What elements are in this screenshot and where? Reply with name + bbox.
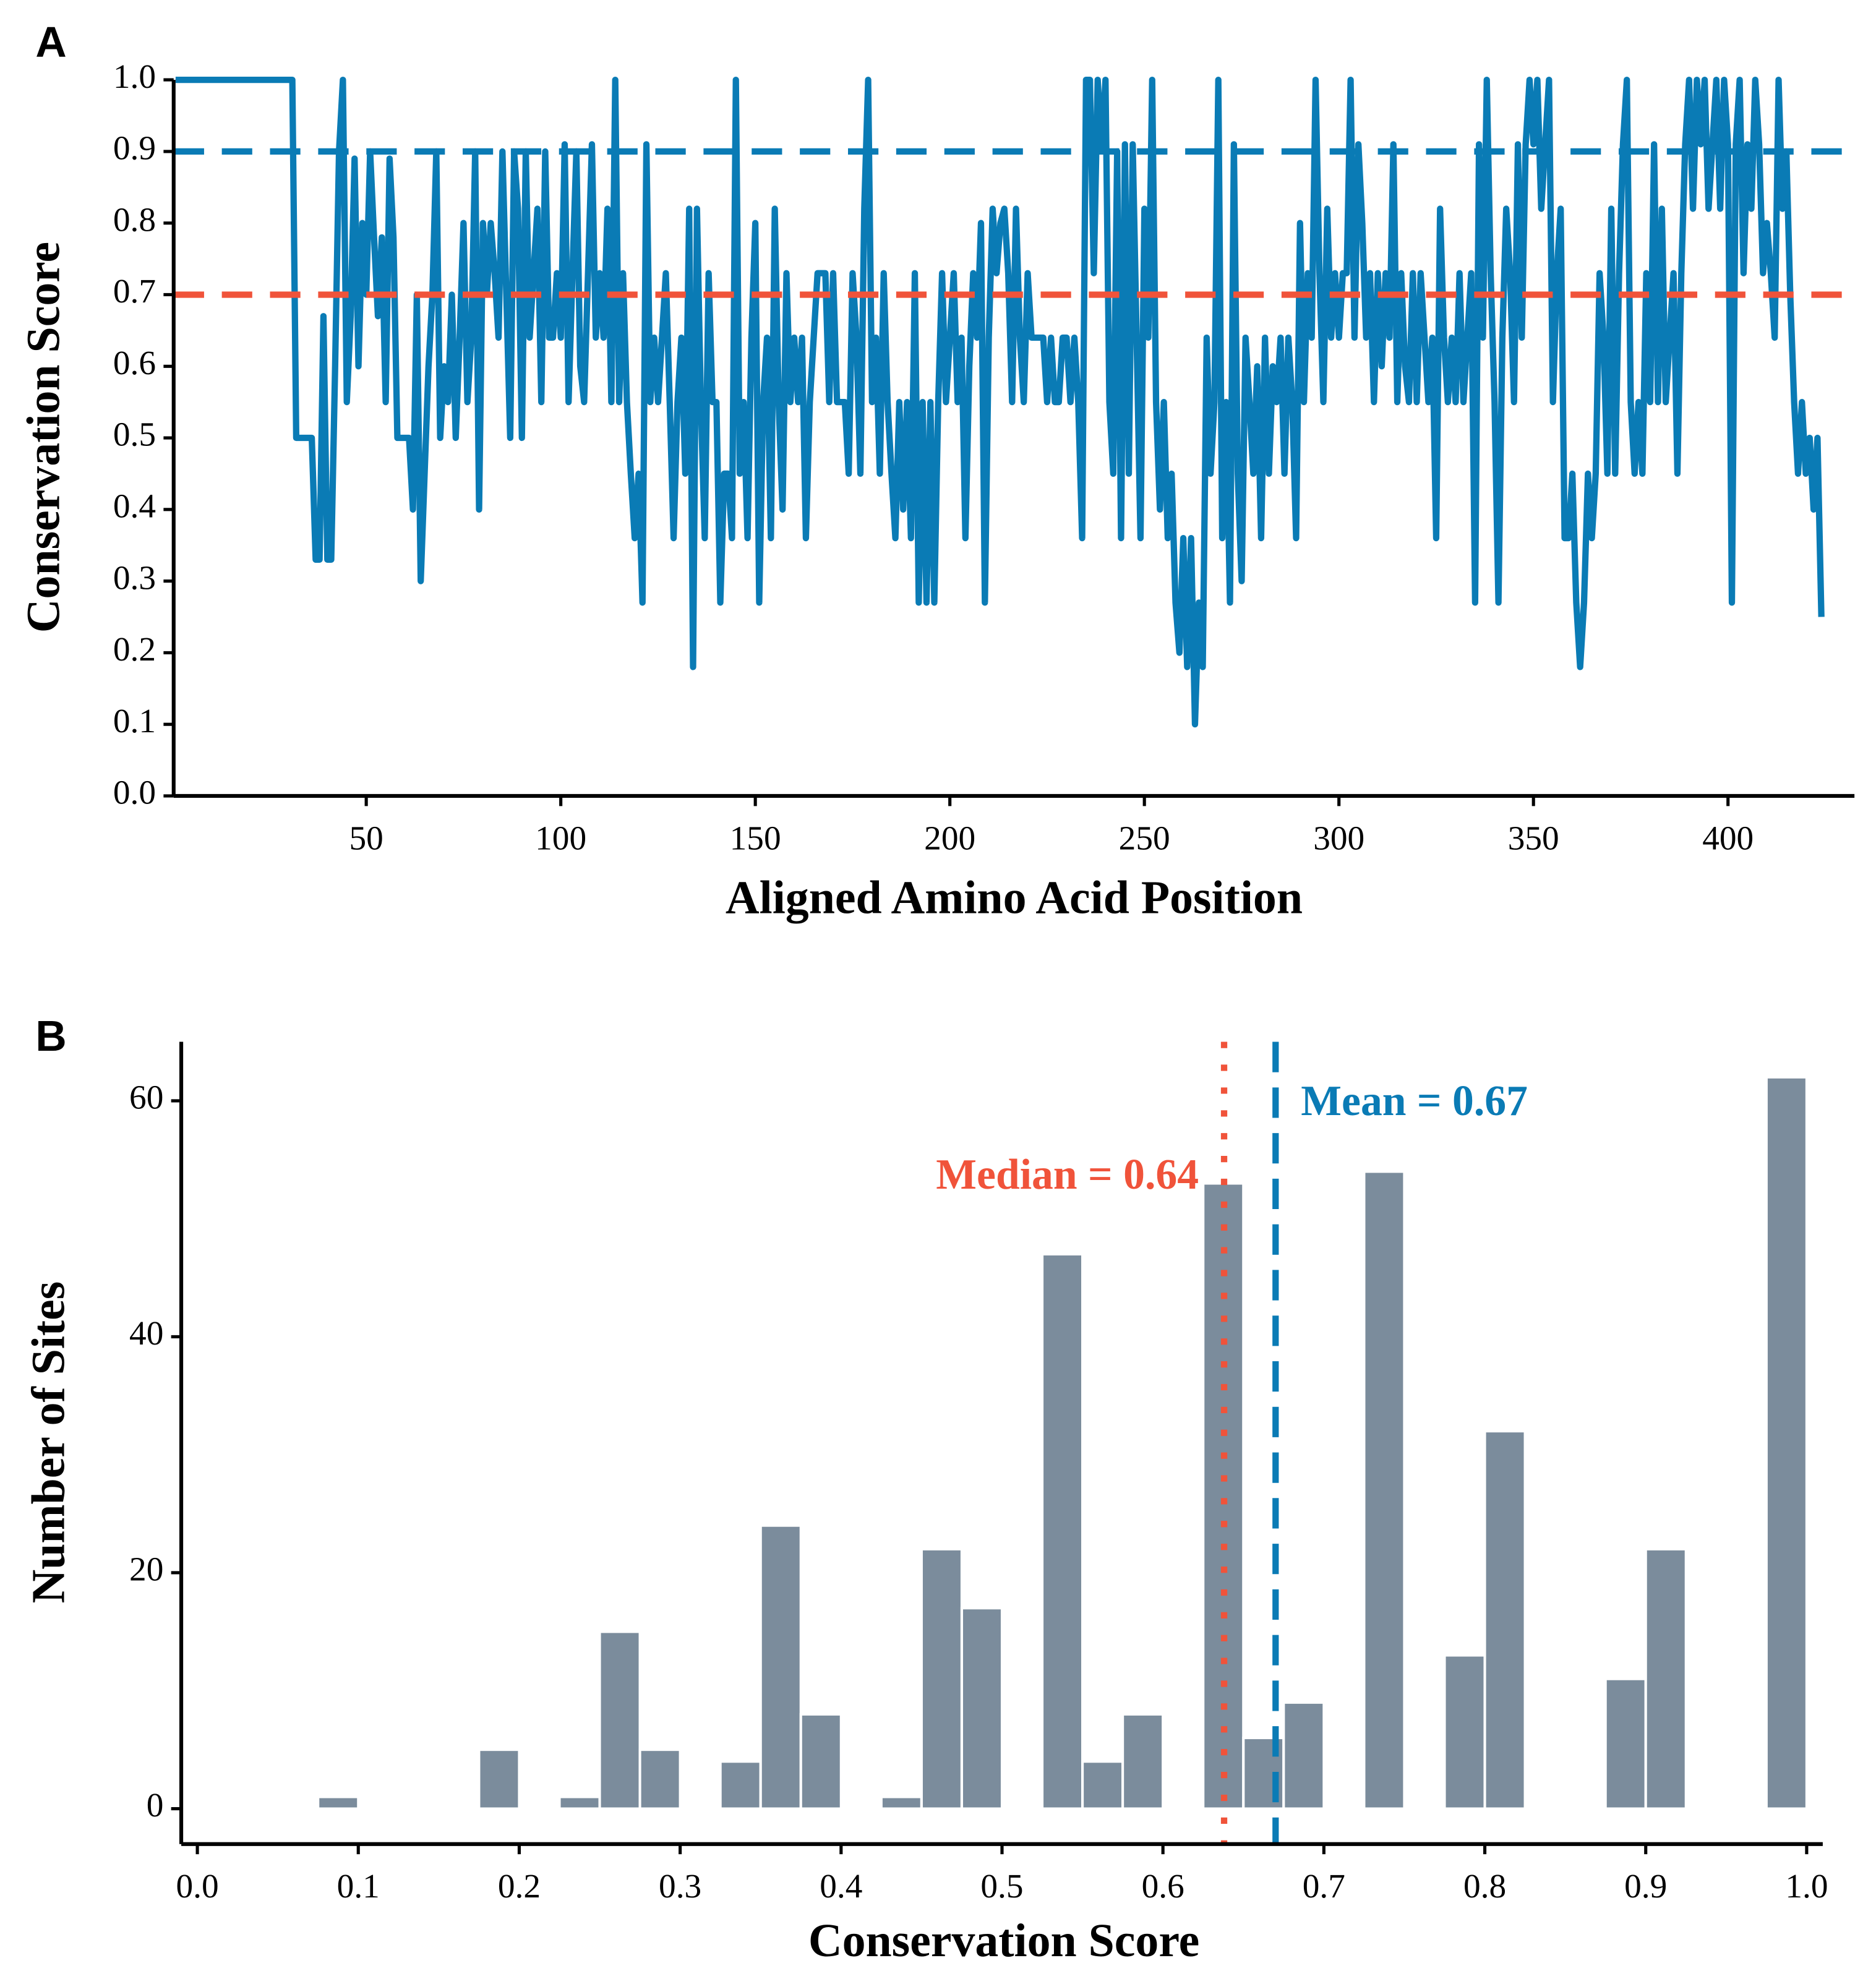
y-tick-label: 0.0 (113, 774, 156, 811)
histogram-bar (478, 1748, 521, 1810)
x-tick-label: 0.2 (498, 1867, 541, 1905)
y-tick-label: 0.5 (113, 416, 156, 453)
histogram-bar (1483, 1430, 1527, 1810)
y-tick-label: 0.9 (113, 129, 156, 167)
histogram-bar (960, 1607, 1004, 1810)
x-tick-label: 250 (1119, 819, 1170, 857)
panel-label: B (35, 1012, 66, 1060)
y-tick-label: 60 (129, 1079, 163, 1116)
histogram-bar (920, 1547, 963, 1810)
x-tick-label: 150 (730, 819, 781, 857)
histogram-bar (1644, 1547, 1687, 1810)
x-tick-label: 0.9 (1624, 1867, 1667, 1905)
histogram-bar (1282, 1701, 1326, 1810)
y-axis-title: Number of Sites (22, 1281, 74, 1604)
stat-label: Median = 0.64 (936, 1151, 1199, 1199)
histogram-bar (1040, 1252, 1084, 1810)
x-tick-label: 0.6 (1142, 1867, 1184, 1905)
y-axis-title: Conservation Score (17, 242, 69, 633)
histogram-bar (558, 1795, 601, 1810)
histogram-bar (880, 1795, 923, 1810)
histogram-bar (317, 1795, 360, 1810)
y-tick-label: 0.6 (113, 344, 156, 382)
x-tick-label: 0.7 (1303, 1867, 1345, 1905)
y-tick-label: 0.1 (113, 702, 156, 740)
histogram-bar (1081, 1760, 1124, 1810)
x-tick-label: 0.5 (980, 1867, 1023, 1905)
histogram-bar (1121, 1712, 1165, 1810)
x-axis-title: Conservation Score (808, 1915, 1199, 1967)
conservation-line (175, 76, 1825, 728)
histogram-bar (598, 1630, 641, 1810)
x-axis-title: Aligned Amino Acid Position (726, 872, 1303, 924)
histogram-bar (799, 1712, 842, 1810)
y-tick-label: 40 (129, 1314, 163, 1352)
histogram-bar (1765, 1075, 1808, 1810)
x-tick-label: 0.4 (820, 1867, 862, 1905)
histogram-bar (638, 1748, 682, 1810)
histogram-bar (1443, 1654, 1486, 1810)
panel-label: A (35, 18, 66, 66)
stat-label: Mean = 0.67 (1301, 1077, 1528, 1125)
histogram-bar (1363, 1170, 1406, 1810)
y-tick-label: 1.0 (113, 58, 156, 95)
x-tick-label: 0.3 (659, 1867, 701, 1905)
x-tick-label: 0.8 (1463, 1867, 1506, 1905)
histogram-bar (759, 1524, 802, 1810)
y-tick-label: 0.2 (113, 630, 156, 668)
x-tick-label: 0.0 (176, 1867, 218, 1905)
x-tick-label: 400 (1702, 819, 1754, 857)
x-tick-label: 350 (1508, 819, 1559, 857)
y-tick-label: 0.3 (113, 558, 156, 596)
histogram-bar (719, 1760, 762, 1810)
y-tick-label: 0.4 (113, 487, 156, 525)
x-tick-label: 50 (349, 819, 383, 857)
x-tick-label: 0.1 (337, 1867, 380, 1905)
x-tick-label: 100 (535, 819, 586, 857)
y-tick-label: 0.7 (113, 272, 156, 310)
x-tick-label: 200 (924, 819, 975, 857)
histogram-bar (1604, 1677, 1647, 1810)
y-tick-label: 0 (147, 1786, 164, 1824)
histogram-bar (1202, 1182, 1245, 1810)
x-tick-label: 1.0 (1785, 1867, 1828, 1905)
y-tick-label: 20 (129, 1550, 163, 1588)
x-tick-label: 300 (1313, 819, 1364, 857)
y-tick-label: 0.8 (113, 200, 156, 238)
